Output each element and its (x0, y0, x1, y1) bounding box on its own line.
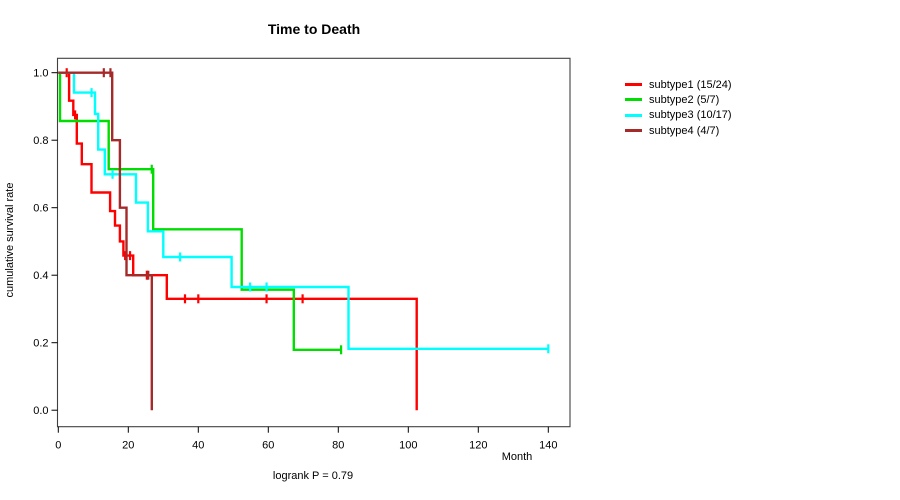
survival-curve-subtype3 (58, 71, 549, 350)
legend-line-swatch (625, 129, 642, 133)
y-tick-label: 0.8 (33, 135, 48, 147)
legend-label: subtype3 (10/17) (649, 109, 732, 122)
x-tick-label: 100 (399, 440, 417, 452)
legend-label: subtype1 (15/24) (649, 78, 732, 91)
legend: subtype1 (15/24) subtype2 (5/7) subtype3… (625, 77, 732, 138)
y-tick-label: 0.4 (33, 270, 48, 282)
plot-box (56, 57, 571, 428)
x-tick-label: 80 (332, 440, 344, 452)
y-tick-label: 0.6 (33, 203, 48, 215)
x-tick-label: 0 (55, 440, 61, 452)
y-tick-label: 0.2 (33, 338, 48, 350)
y-tick-label: 1.0 (33, 68, 48, 80)
survival-curve-subtype2 (58, 71, 342, 351)
legend-item-subtype3: subtype3 (10/17) (625, 108, 732, 123)
survival-curve-subtype4 (58, 71, 153, 411)
legend-item-subtype4: subtype4 (4/7) (625, 123, 732, 138)
legend-label: subtype4 (4/7) (649, 124, 720, 137)
x-axis-label: Month (501, 451, 533, 463)
x-tick-label: 120 (469, 440, 487, 452)
legend-label: subtype2 (5/7) (649, 93, 720, 106)
x-tick-label: 20 (122, 440, 134, 452)
chart-title: Time to Death (267, 21, 361, 37)
legend-line-swatch (625, 113, 642, 117)
legend-line-swatch (625, 83, 642, 87)
x-tick-label: 60 (262, 440, 274, 452)
x-tick-label: 140 (539, 440, 557, 452)
legend-item-subtype1: subtype1 (15/24) (625, 77, 732, 92)
logrank-annotation: logrank P = 0.79 (272, 470, 354, 482)
legend-line-swatch (625, 98, 642, 102)
y-tick-label: 0.0 (33, 405, 48, 417)
x-tick-label: 40 (192, 440, 204, 452)
legend-item-subtype2: subtype2 (5/7) (625, 92, 732, 107)
